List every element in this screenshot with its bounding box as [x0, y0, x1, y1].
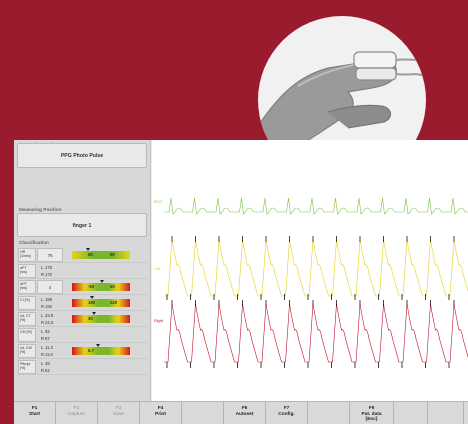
- fkey-number: F4: [157, 406, 164, 411]
- fkey-number: F6: [241, 406, 248, 411]
- fkey-number: F7: [283, 406, 290, 411]
- range-bar-right-value: 90: [110, 252, 115, 257]
- fkey-f2-button[interactable]: F2 Capture: [56, 402, 98, 424]
- range-bar-marker: [100, 280, 105, 283]
- channel-label-ecg: ECG: [154, 200, 163, 204]
- classification-lr-values: L 48 R62: [37, 360, 146, 374]
- range-bar-marker: [86, 248, 91, 251]
- fkey-f1-button[interactable]: F1 Start: [14, 402, 56, 424]
- classification-l-value: L 175: [41, 265, 52, 270]
- classification-row: mL CT [%] L 23.9 R24.3 30: [17, 311, 148, 327]
- classification-label: Classification: [19, 240, 49, 245]
- left-panel: Measuring Mode PPG Photo Pulse Measuring…: [14, 140, 151, 401]
- classification-l-value: L 189: [41, 297, 52, 302]
- classification-lr-values: L 189 R192: [37, 296, 146, 310]
- fkey-number: F1: [31, 406, 38, 411]
- classification-range-bar: 30: [72, 312, 130, 323]
- classification-l-value: L 23.9: [41, 313, 54, 318]
- range-bar-left-value: 60: [88, 252, 93, 257]
- classification-r-value: R62: [41, 368, 50, 373]
- range-bar-right-value: 220: [110, 300, 118, 305]
- range-bar-marker: [96, 344, 101, 347]
- channel-label-right: Right: [154, 319, 163, 323]
- classification-row: ΔPT [ms] 4 -50 50: [17, 279, 148, 295]
- classification-param-label: CM [%]: [18, 328, 36, 342]
- classification-param-label: ΔPT [ms]: [18, 280, 36, 294]
- right-pulse-waveform: [164, 303, 468, 363]
- fkey-f4-button[interactable]: F4 Print: [140, 402, 182, 424]
- fkey-empty-button[interactable]: [428, 402, 464, 424]
- measuring-mode-select[interactable]: PPG Photo Pulse: [17, 143, 147, 168]
- fkey-f3-button[interactable]: F3 Save: [98, 402, 140, 424]
- fkey-label: Save: [113, 411, 124, 417]
- classification-value: 76: [37, 248, 63, 262]
- fkey-f7-button[interactable]: F7 Config.: [266, 402, 308, 424]
- fkey-number: F9: [368, 406, 375, 411]
- classification-range-bar: -50 50: [72, 280, 130, 291]
- fkey-f9-button[interactable]: F9 Pat. data [Esc]: [350, 402, 394, 424]
- fkey-label: Print: [155, 411, 166, 417]
- classification-range-bar: 60 90: [72, 248, 130, 259]
- classification-lr-values: L 175 R172: [37, 264, 146, 278]
- classification-param-label: PAmpl [%]: [18, 360, 36, 374]
- waveform-svg: [164, 197, 468, 368]
- classification-row: mL CW [%] L 11.3 R11.0 6.7: [17, 343, 148, 359]
- classification-param-label: mL CW [%]: [18, 344, 36, 358]
- range-bar-marker: [92, 312, 97, 315]
- classification-l-value: L 11.3: [41, 345, 53, 350]
- fkey-label: Autoset: [235, 411, 254, 417]
- classification-param-label: HR [1/min]: [18, 248, 36, 262]
- function-key-bar: F1 Start F2 Capture F3 Save F4 Print F6 Autoset F7…: [14, 401, 468, 424]
- range-bar-left-value: 30: [88, 316, 93, 321]
- fkey-label: Start: [29, 411, 40, 417]
- classification-row: CI [%] L 189 R192 180 220: [17, 295, 148, 311]
- ppg-sensor-finger-image: [258, 16, 426, 184]
- classification-l-value: L 48: [41, 361, 50, 366]
- range-bar-marker: [89, 296, 94, 299]
- left-pulse-waveform: [164, 239, 468, 297]
- classification-param-label: CI [%]: [18, 296, 36, 310]
- classification-param-label: aPT [ms]: [18, 264, 36, 278]
- range-bar-left-value: 180: [88, 300, 96, 305]
- classification-row: aPT [ms] L 175 R172: [17, 263, 148, 279]
- fkey-empty-button[interactable]: [182, 402, 224, 424]
- classification-row: HR [1/min] 76 60 90: [17, 247, 148, 263]
- fkey-empty-button[interactable]: [394, 402, 428, 424]
- range-bar-left-value: 6.7: [88, 348, 94, 353]
- classification-row: CM [%] L 92 R87: [17, 327, 148, 343]
- ecg-waveform: [164, 197, 468, 215]
- fkey-label: Config.: [278, 411, 295, 417]
- fkey-label: Capture: [67, 411, 86, 417]
- fkey-empty-button[interactable]: [308, 402, 350, 424]
- classification-value: 4: [37, 280, 63, 294]
- fkey-label: Pat. data [Esc]: [361, 411, 382, 423]
- ppg-application-window: Measuring Mode PPG Photo Pulse Measuring…: [14, 140, 468, 424]
- classification-table: HR [1/min] 76 60 90 aPT [ms] L 175 R172 ΔPT [ms]…: [17, 247, 148, 375]
- channel-label-left: Left: [154, 267, 161, 271]
- fkey-f6-button[interactable]: F6 Autoset: [224, 402, 266, 424]
- classification-lr-values: L 11.3 R11.0: [37, 344, 146, 358]
- range-bar-left-value: -50: [88, 284, 95, 289]
- fkey-number: F3: [115, 406, 122, 411]
- classification-lr-values: L 23.9 R24.3: [37, 312, 146, 326]
- classification-r-value: R11.0: [41, 352, 53, 357]
- classification-l-value: L 92: [41, 329, 50, 334]
- classification-r-value: R87: [41, 336, 50, 341]
- measuring-position-select[interactable]: finger 1: [17, 213, 147, 237]
- classification-param-label: mL CT [%]: [18, 312, 36, 326]
- waveform-chart: ECG Left Right: [152, 140, 468, 401]
- classification-range-bar: 6.7: [72, 344, 130, 355]
- range-bar-right-value: 50: [110, 284, 115, 289]
- classification-row: PAmpl [%] L 48 R62: [17, 359, 148, 375]
- classification-r-value: R172: [41, 272, 52, 277]
- classification-range-bar: 180 220: [72, 296, 130, 307]
- classification-r-value: R192: [41, 304, 52, 309]
- classification-r-value: R24.3: [41, 320, 54, 325]
- fkey-number: F2: [73, 406, 80, 411]
- measuring-position-label: Measuring Position: [19, 207, 62, 212]
- classification-lr-values: L 92 R87: [37, 328, 146, 342]
